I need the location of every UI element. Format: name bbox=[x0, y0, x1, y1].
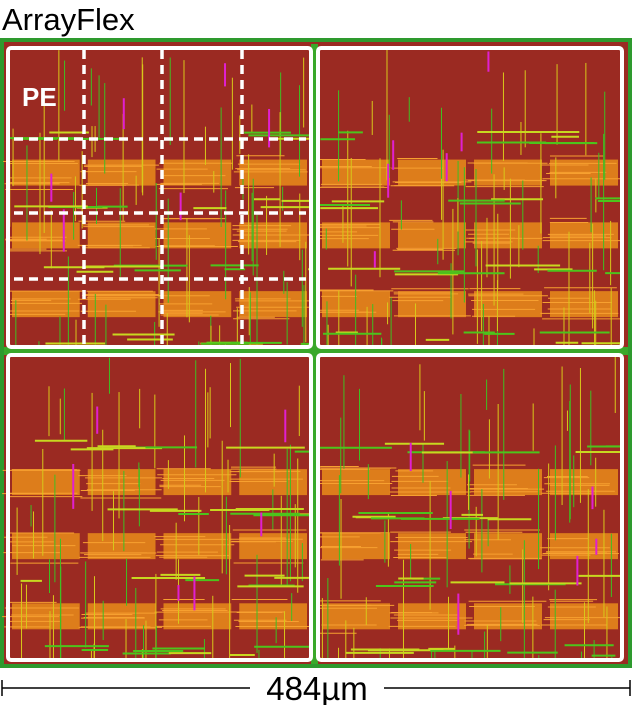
scale-bar bbox=[1, 680, 631, 696]
orange-band bbox=[163, 603, 232, 630]
orange-band bbox=[474, 291, 542, 318]
orange-band bbox=[239, 159, 307, 186]
pe-grid bbox=[14, 50, 306, 345]
orange-band bbox=[398, 222, 466, 249]
orange-band bbox=[87, 159, 156, 186]
quadrant-outline bbox=[6, 353, 313, 662]
orange-band bbox=[474, 222, 542, 249]
layout-texture bbox=[2, 44, 628, 664]
orange-band bbox=[398, 159, 466, 186]
orange-band bbox=[87, 469, 156, 496]
orange-band bbox=[322, 159, 390, 186]
quadrant-outline bbox=[6, 46, 313, 349]
channel bbox=[4, 347, 628, 355]
orange-band bbox=[163, 469, 232, 496]
orange-band bbox=[87, 533, 156, 560]
pe-label: PE bbox=[22, 82, 57, 112]
orange-band bbox=[550, 222, 618, 249]
orange-band bbox=[398, 469, 466, 496]
orange-band bbox=[474, 159, 542, 186]
orange-band bbox=[322, 469, 390, 496]
quadrant-outline bbox=[316, 353, 624, 662]
orange-band bbox=[239, 603, 307, 630]
orange-band bbox=[474, 533, 542, 560]
quadrant-outline bbox=[316, 46, 624, 349]
orange-band bbox=[163, 222, 232, 249]
orange-band bbox=[474, 469, 542, 496]
orange-band bbox=[12, 291, 80, 318]
orange-band bbox=[12, 469, 80, 496]
orange-band bbox=[398, 291, 466, 318]
orange-band bbox=[239, 533, 307, 560]
orange-band bbox=[12, 222, 80, 249]
scale-label: 484µm bbox=[266, 670, 368, 705]
orange-band bbox=[163, 533, 232, 560]
orange-band bbox=[398, 603, 466, 630]
orange-band bbox=[87, 603, 156, 630]
quadrant-outlines bbox=[6, 46, 624, 662]
orange-band bbox=[163, 159, 232, 186]
orange-band bbox=[550, 291, 618, 318]
figure-title: ArrayFlex bbox=[2, 2, 135, 37]
